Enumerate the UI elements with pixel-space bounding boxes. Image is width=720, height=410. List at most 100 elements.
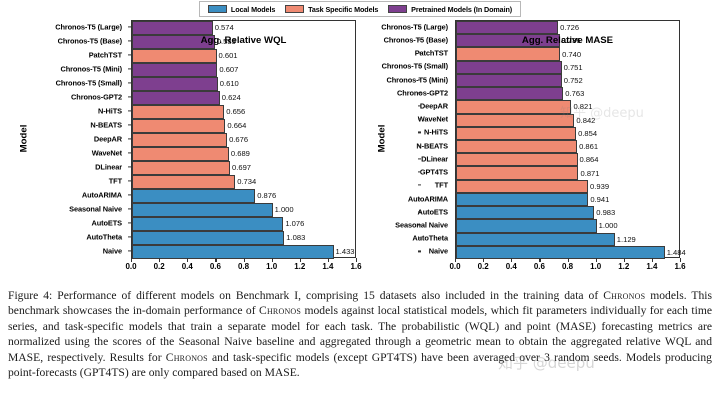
bar-row: 0.734 <box>132 175 256 189</box>
bar <box>132 203 273 217</box>
y-tick-mark <box>417 197 421 200</box>
bar-value-label: 0.574 <box>214 23 234 33</box>
y-tick-label: N-HiTS <box>97 106 122 116</box>
bar <box>132 119 226 133</box>
bar <box>132 189 256 203</box>
x-tick-label: 0.6 <box>209 262 221 271</box>
x-tick-label: 0.2 <box>153 262 165 271</box>
y-tick-mark <box>127 40 131 42</box>
bar-row: 0.589 <box>132 35 236 49</box>
bar-value-label: 0.676 <box>229 135 249 145</box>
x-tick-mark <box>356 258 358 262</box>
y-tick-mark <box>127 96 131 98</box>
bar-row: 0.607 <box>132 63 238 77</box>
y-tick-mark <box>127 152 131 154</box>
bar <box>456 87 564 101</box>
x-axis-ticks-left: 0.0 0.2 0.4 0.6 0.8 1.0 1.2 1.4 1.6 <box>125 258 362 280</box>
y-tick-mark <box>417 250 421 252</box>
bar <box>132 91 220 105</box>
bar-row: 0.763 <box>456 87 585 101</box>
y-tick-mark <box>417 145 421 147</box>
y-tick-mark <box>127 166 131 168</box>
bar-value-label: 0.983 <box>596 208 616 218</box>
legend-swatch-pretrained-models <box>388 5 408 13</box>
bar <box>132 245 334 259</box>
y-tick-label: Naive <box>428 246 448 256</box>
bar-row: 0.871 <box>456 166 600 180</box>
bar-value-label: 0.861 <box>579 142 599 152</box>
y-tick-label: Naive <box>102 246 122 256</box>
bar-value-label: 0.740 <box>562 49 582 59</box>
y-tick-mark <box>127 250 131 252</box>
y-tick-label: DLinear <box>421 154 448 164</box>
bar-row: 0.941 <box>456 192 609 207</box>
bar <box>132 35 215 49</box>
bars-right: 0.726 0.736 0.740 0.751 0.752 0.763 0.821 0.842… <box>456 21 686 259</box>
bar-value-label: 0.763 <box>565 89 585 99</box>
bar-value-label: 0.601 <box>218 51 238 61</box>
x-tick-mark <box>271 258 273 262</box>
y-tick-mark <box>417 65 421 67</box>
bar <box>456 73 562 88</box>
bar-value-label: 0.939 <box>590 181 610 191</box>
y-tick-label: Chronos-T5 (Base) <box>57 36 123 46</box>
x-tick-mark <box>623 258 625 262</box>
bar <box>456 153 578 167</box>
y-tick-label: WaveNet <box>417 114 448 124</box>
x-tick-mark <box>651 258 654 262</box>
y-tick-mark <box>127 26 131 28</box>
y-tick-label: Chronos-T5 (Mini) <box>60 64 122 74</box>
legend-label-task-specific-models: Task Specific Models <box>308 4 379 14</box>
y-tick-mark <box>417 105 421 107</box>
bar <box>132 105 225 119</box>
bar-value-label: 0.726 <box>560 23 580 33</box>
bar-row: 1.433 <box>132 245 355 259</box>
y-tick-mark <box>417 92 421 94</box>
bar-value-label: 0.656 <box>226 107 246 117</box>
plot-area-left: 0.574 0.589 0.601 0.607 0.610 0.624 0.656 0.664… <box>131 20 356 259</box>
y-tick-mark <box>127 124 131 126</box>
bar <box>132 175 236 189</box>
y-tick-mark <box>417 171 421 173</box>
chart-legend: Local Models Task Specific Models Pretra… <box>199 1 521 17</box>
y-tick-mark <box>417 237 421 239</box>
bar <box>132 77 218 91</box>
bar-value-label: 0.854 <box>578 128 598 138</box>
bar <box>456 192 589 207</box>
y-tick-mark <box>417 184 421 186</box>
y-axis-labels-left: Chronos-T5 (Large) Chronos-T5 (Base) Patch… <box>0 20 131 258</box>
x-tick-label: 0.8 <box>237 262 250 271</box>
bar <box>456 219 597 233</box>
bar <box>456 47 561 61</box>
y-tick-mark <box>417 78 421 81</box>
bar-value-label: 0.821 <box>573 102 593 112</box>
figure-caption: Figure 4: Performance of different model… <box>8 289 713 380</box>
y-tick-label: DeepAR <box>93 134 122 144</box>
y-tick-label: Chronos-T5 (Mini) <box>386 75 448 84</box>
bar-row: 0.740 <box>456 47 582 61</box>
bar <box>132 63 218 77</box>
bar-value-label: 1.000 <box>274 205 294 215</box>
bar-row: 0.726 <box>456 21 580 35</box>
bar-row: 1.129 <box>456 232 636 246</box>
chart-panels: Model Chronos-T5 (Large) Chronos-T5 (Base… <box>0 18 720 280</box>
bar-row: 0.821 <box>456 100 593 114</box>
y-tick-mark <box>127 82 131 84</box>
legend-item: Pretrained Models (In Domain) <box>388 5 512 14</box>
y-tick-mark <box>127 208 131 210</box>
bar-value-label: 0.664 <box>227 121 247 131</box>
bar <box>456 166 579 180</box>
bar <box>132 21 213 35</box>
y-tick-label: PatchTST <box>414 48 448 58</box>
bar-row: 0.876 <box>132 189 276 203</box>
y-tick-label: Chronos-T5 (Base) <box>383 35 449 45</box>
y-tick-label: Chronos-T5 (Small) <box>55 78 122 88</box>
x-tick-mark <box>539 258 541 262</box>
bar-row: 0.751 <box>456 60 583 74</box>
y-tick-label: TFT <box>108 176 122 186</box>
x-tick-label: 1.6 <box>350 262 362 271</box>
y-tick-label: AutoARIMA <box>407 194 448 203</box>
y-tick-mark <box>127 194 131 196</box>
y-tick-mark <box>127 222 131 224</box>
